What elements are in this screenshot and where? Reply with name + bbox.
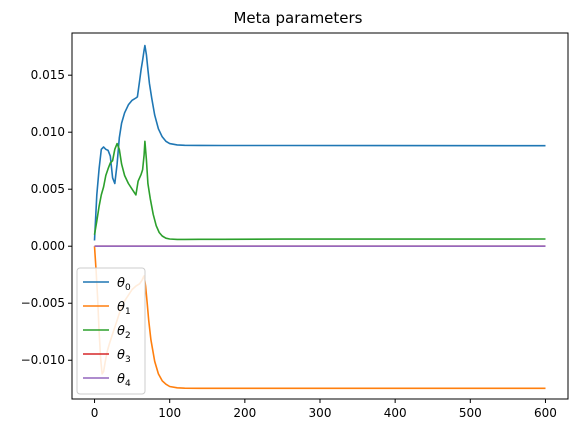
x-tick-label: 300 — [309, 406, 332, 420]
legend-label: θ3 — [117, 348, 131, 365]
y-tick-label: −0.010 — [21, 353, 65, 367]
series-lines — [93, 44, 546, 390]
y-tick-label: 0.005 — [31, 182, 65, 196]
x-tick-label: 200 — [233, 406, 256, 420]
y-tick-label: 0.015 — [31, 68, 65, 82]
legend-label: θ1 — [117, 300, 131, 317]
chart-title: Meta parameters — [233, 9, 362, 27]
series-line-theta-2 — [93, 140, 546, 241]
legend-label: θ0 — [117, 276, 131, 293]
x-tick-label: 600 — [534, 406, 557, 420]
x-tick-label: 0 — [91, 406, 99, 420]
y-tick-label: 0.010 — [31, 125, 65, 139]
y-tick-label: 0.000 — [31, 239, 65, 253]
x-tick-label: 500 — [459, 406, 482, 420]
series-line-theta-1 — [93, 246, 546, 390]
series-line-theta-0 — [93, 44, 546, 241]
y-tick-label: −0.005 — [21, 296, 65, 310]
x-tick-label: 100 — [158, 406, 181, 420]
legend-label: θ4 — [117, 372, 131, 389]
legend: θ0 θ1 θ2 θ3 θ4 — [76, 267, 146, 395]
y-axis: −0.010 −0.005 0.000 0.005 0.010 0.015 — [21, 68, 72, 367]
x-tick-label: 400 — [384, 406, 407, 420]
legend-label: θ2 — [117, 324, 131, 341]
axes-frame — [71, 32, 569, 400]
legend-box — [76, 267, 146, 395]
x-axis: 0 100 200 300 400 500 600 — [91, 399, 557, 420]
